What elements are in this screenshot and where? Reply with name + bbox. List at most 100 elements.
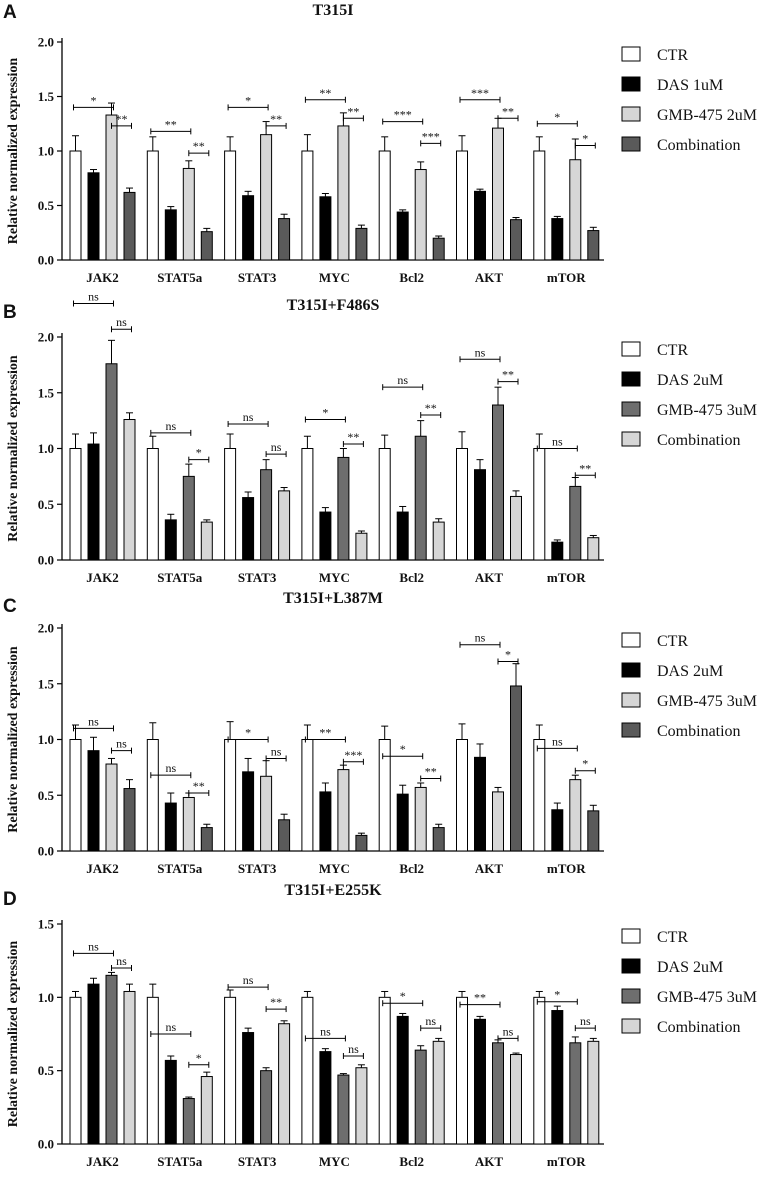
significance-label: ** (319, 726, 331, 740)
chart-panel-A: A T315I Relative normalized expression 0.0 0… (3, 2, 757, 285)
significance-label: ns (425, 1014, 436, 1028)
bar (278, 490, 291, 561)
bar (260, 134, 273, 261)
bar (123, 191, 136, 261)
significance-label: * (582, 757, 588, 771)
bar (396, 211, 409, 261)
bar (69, 996, 82, 1145)
bar (224, 739, 237, 852)
bar (301, 996, 314, 1145)
significance-label: ** (474, 991, 486, 1005)
y-tick-label: 0.5 (38, 497, 55, 512)
bar (414, 1049, 427, 1145)
bar (182, 475, 195, 561)
significance-label: ** (425, 765, 437, 779)
significance-label: ns (165, 1020, 176, 1034)
bar (278, 218, 291, 261)
legend-swatch (621, 76, 641, 92)
bar (355, 1067, 368, 1145)
chart-title: T315I+E255K (284, 882, 382, 899)
bar (200, 231, 213, 261)
significance-label: ** (193, 779, 205, 793)
significance-label: * (196, 1051, 202, 1065)
bar (492, 791, 504, 852)
bar (456, 448, 468, 561)
significance-label: ns (116, 737, 127, 751)
y-tick-label: 1.0 (38, 732, 54, 747)
x-tick-label: Bcl2 (399, 570, 424, 585)
chart-title: T315I+F486S (287, 297, 380, 314)
significance-label: * (245, 93, 251, 107)
bar (87, 443, 100, 561)
legend-label: Combination (657, 137, 741, 154)
significance-label: ns (271, 744, 282, 758)
significance-label: ** (347, 430, 359, 444)
legend-swatch (621, 136, 641, 152)
significance-label: ns (243, 410, 254, 424)
significance-label: ns (116, 315, 127, 329)
y-tick-label: 2.0 (38, 35, 54, 50)
legend-swatch (621, 722, 641, 738)
significance-label: ** (270, 112, 282, 126)
bar (355, 532, 368, 561)
x-tick-label: MYC (319, 861, 350, 876)
bar (69, 739, 82, 852)
x-tick-label: mTOR (547, 861, 586, 876)
significance-label: ns (88, 714, 99, 728)
bar (492, 1042, 504, 1145)
bar (533, 448, 546, 561)
bar (551, 541, 564, 561)
bar (87, 750, 100, 852)
bar (260, 775, 273, 852)
bar (301, 448, 314, 561)
significance-label: * (505, 647, 511, 661)
x-tick-label: MYC (319, 1154, 350, 1169)
bar (396, 1015, 409, 1145)
bar (319, 196, 332, 261)
legend-swatch (621, 662, 641, 678)
x-tick-label: AKT (475, 861, 504, 876)
bar (123, 788, 136, 852)
chart-title: T315I+L387M (283, 590, 383, 607)
significance-label: ns (271, 440, 282, 454)
x-tick-label: AKT (475, 270, 504, 285)
bar (182, 167, 195, 261)
significance-label: ns (320, 1024, 331, 1038)
significance-label: ns (165, 761, 176, 775)
bar (105, 363, 118, 561)
legend-swatch (621, 1018, 641, 1034)
bar (146, 739, 159, 852)
legend-label: Combination (657, 723, 741, 740)
legend-swatch (621, 692, 641, 708)
bar (414, 435, 427, 561)
bar (510, 1054, 522, 1145)
bar (378, 150, 391, 261)
significance-label: ** (270, 995, 282, 1009)
x-tick-label: MYC (319, 570, 350, 585)
panel-letter: B (3, 302, 17, 323)
bar (587, 810, 600, 852)
bar (224, 448, 237, 561)
x-tick-label: JAK2 (86, 861, 119, 876)
significance-label: *** (394, 108, 412, 122)
bar (551, 1010, 564, 1145)
y-axis-label: Relative normalized expression (6, 646, 21, 833)
bar (200, 1076, 213, 1145)
bar (355, 227, 368, 261)
bar (260, 469, 273, 561)
significance-label: ns (475, 345, 486, 359)
significance-label: ns (165, 419, 176, 433)
legend-swatch (621, 431, 641, 447)
bar (533, 150, 546, 261)
significance-label: ns (552, 435, 563, 449)
bar (87, 983, 100, 1145)
bar (396, 793, 409, 852)
legend-label: GMB-475 3uM (657, 402, 757, 419)
significance-label: ns (552, 734, 563, 748)
bar (242, 1032, 255, 1145)
significance-label: *** (422, 129, 440, 143)
bar (242, 497, 255, 561)
bar (432, 521, 445, 561)
significance-label: * (582, 132, 588, 146)
